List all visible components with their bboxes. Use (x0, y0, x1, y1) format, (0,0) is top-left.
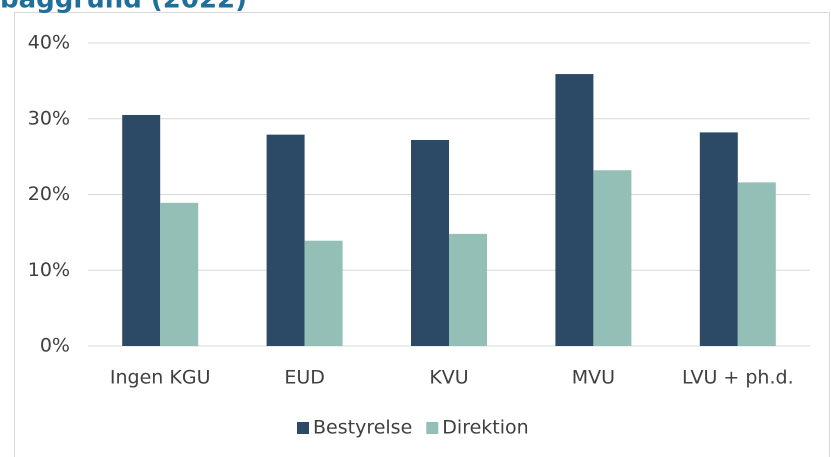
y-tick-label: 30% (28, 107, 70, 129)
y-tick-label: 20% (28, 183, 70, 205)
x-tick-label: LVU + ph.d. (682, 367, 794, 389)
bar (593, 170, 632, 346)
bar (699, 132, 738, 346)
y-tick-label: 40% (28, 32, 70, 54)
x-tick-label: MVU (572, 367, 615, 389)
legend-label: Direktion (442, 417, 528, 439)
bar (266, 134, 305, 346)
x-tick-label: EUD (284, 367, 325, 389)
bar (411, 139, 449, 346)
x-tick-label: KVU (429, 367, 468, 389)
legend-swatch (297, 422, 309, 434)
legend-swatch (426, 422, 439, 434)
bar (555, 74, 594, 347)
x-tick-label: Ingen KGU (110, 367, 211, 389)
bar (160, 202, 199, 346)
chart-title: baggrund (2022) (0, 0, 247, 15)
bar (304, 240, 343, 346)
bar (737, 182, 776, 346)
bar (449, 233, 487, 346)
y-tick-label: 10% (28, 259, 70, 281)
legend-label: Bestyrelse (313, 417, 412, 439)
y-tick-label: 0% (40, 335, 70, 357)
bar (122, 114, 161, 347)
chart-border (14, 12, 830, 457)
